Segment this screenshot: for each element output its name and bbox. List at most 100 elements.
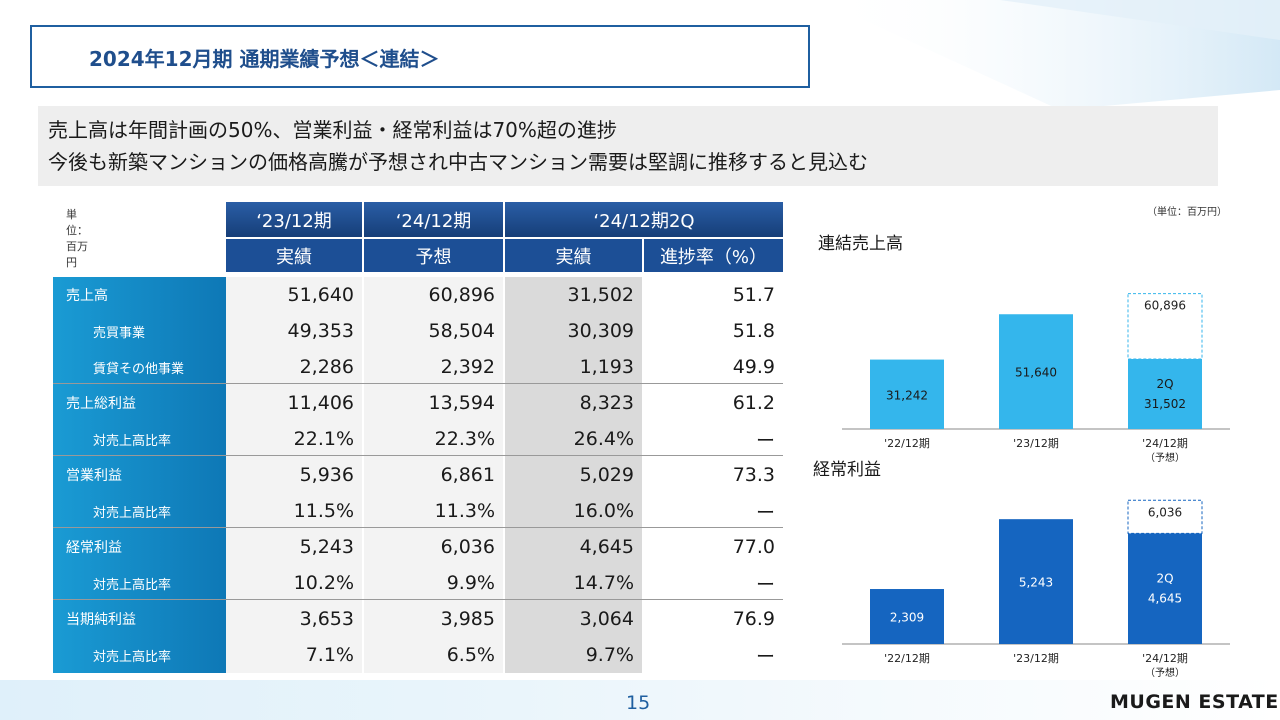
chart-title-ordinary-profit: 経常利益 (813, 460, 881, 480)
bar-value-label: 5,243 (1019, 576, 1053, 590)
row-label-net-income: 当期純利益 (53, 601, 226, 637)
header-period-24-2q: ‘24/12期2Q (505, 202, 783, 237)
cell: ー (644, 421, 783, 457)
category-note: （予想） (1145, 666, 1185, 679)
bar-value-label: 31,502 (1144, 397, 1186, 411)
row-label-ratio: 対売上高比率 (53, 637, 226, 673)
cell: 49.9 (644, 349, 783, 385)
row-divider (53, 527, 783, 528)
bar (999, 314, 1073, 429)
cell: 14.7% (505, 565, 642, 601)
row-label-operating-profit: 営業利益 (53, 457, 226, 493)
cell: 2,286 (226, 349, 362, 385)
cell: 60,896 (364, 277, 503, 313)
row-label-ratio: 対売上高比率 (53, 565, 226, 601)
cell: 61.2 (644, 385, 783, 421)
forecast-label: 6,036 (1148, 505, 1182, 519)
category-label: '23/12期 (1013, 437, 1059, 450)
forecast-outline (1127, 499, 1203, 534)
header-period-23: ‘23/12期 (226, 202, 362, 237)
row-label-sales: 売上高 (53, 277, 226, 313)
cell: 6.5% (364, 637, 503, 673)
cell: 7.1% (226, 637, 362, 673)
bar-period-label: 2Q (1156, 572, 1173, 586)
chart-unit: （単位：百万円） (1147, 207, 1227, 218)
cell: 13,594 (364, 385, 503, 421)
cell: 73.3 (644, 457, 783, 493)
header-period-24: ‘24/12期 (364, 202, 503, 237)
bar-value-label: 51,640 (1015, 366, 1057, 380)
row-label-rental: 賃貸その他事業 (53, 349, 226, 385)
cell: 11,406 (226, 385, 362, 421)
cell: ー (644, 493, 783, 529)
row-label-gross-profit: 売上総利益 (53, 385, 226, 421)
bar (999, 519, 1073, 644)
row-label-ratio: 対売上高比率 (53, 421, 226, 457)
bar (1128, 358, 1202, 429)
cell: 51.7 (644, 277, 783, 313)
summary-line-1: 売上高は年間計画の50%、営業利益・経常利益は70%超の進捗 (48, 118, 617, 142)
table-unit: 単位：百万円 (66, 208, 88, 269)
bar-value-label: 4,645 (1148, 592, 1182, 606)
cell: 5,243 (226, 529, 362, 565)
cell: 2,392 (364, 349, 503, 385)
forecast-outline (1127, 293, 1203, 360)
category-label: '22/12期 (884, 437, 930, 450)
slide-title-box: 2024年12月期 通期業績予想＜連結＞ (30, 25, 810, 88)
cell: 1,193 (505, 349, 642, 385)
subheader-forecast-24: 予想 (364, 239, 503, 272)
ordinary-profit-bar-chart: 2,309 '22/12期 5,243 '23/12期 6,036 2Q 4,645 '24/… (842, 499, 1230, 679)
cell: 49,353 (226, 313, 362, 349)
cell: 6,036 (364, 529, 503, 565)
bar (870, 359, 944, 429)
cell: 9.9% (364, 565, 503, 601)
cell: 31,502 (505, 277, 642, 313)
chart-title-sales: 連結売上高 (818, 234, 903, 254)
cell: 5,029 (505, 457, 642, 493)
row-label-trading: 売買事業 (53, 313, 226, 349)
row-divider (53, 455, 783, 456)
bar (870, 589, 944, 644)
row-label-ordinary-profit: 経常利益 (53, 529, 226, 565)
cell: 3,985 (364, 601, 503, 637)
cell: 8,323 (505, 385, 642, 421)
cell: 51,640 (226, 277, 362, 313)
cell: 30,309 (505, 313, 642, 349)
forecast-label: 60,896 (1144, 299, 1186, 313)
cell: 58,504 (364, 313, 503, 349)
category-label: '22/12期 (884, 652, 930, 665)
row-divider (53, 383, 783, 384)
summary-box: 売上高は年間計画の50%、営業利益・経常利益は70%超の進捗 今後も新築マンショ… (38, 106, 1218, 186)
slide-title: 2024年12月期 通期業績予想＜連結＞ (89, 47, 440, 71)
cell: 5,936 (226, 457, 362, 493)
cell: ー (644, 637, 783, 673)
category-label: '23/12期 (1013, 652, 1059, 665)
cell: 11.3% (364, 493, 503, 529)
cell: 3,653 (226, 601, 362, 637)
cell: 9.7% (505, 637, 642, 673)
category-label: '24/12期 (1142, 437, 1188, 450)
cell: 22.3% (364, 421, 503, 457)
cell: 22.1% (226, 421, 362, 457)
row-divider (53, 599, 783, 600)
summary-line-2: 今後も新築マンションの価格高騰が予想され中古マンション需要は堅調に推移すると見込… (48, 150, 868, 174)
cell: 11.5% (226, 493, 362, 529)
sales-bar-chart: 31,242 '22/12期 51,640 '23/12期 60,896 2Q 31,502… (842, 293, 1230, 464)
bar-value-label: 2,309 (890, 611, 924, 625)
cell: 3,064 (505, 601, 642, 637)
bar-value-label: 31,242 (886, 388, 928, 402)
subheader-progress: 進捗率（%） (644, 239, 783, 272)
cell: 76.9 (644, 601, 783, 637)
bar-period-label: 2Q (1156, 377, 1173, 391)
page-number: 15 (626, 692, 651, 714)
cell: 77.0 (644, 529, 783, 565)
bar (1128, 533, 1202, 644)
cell: 51.8 (644, 313, 783, 349)
cell: 10.2% (226, 565, 362, 601)
cell: 6,861 (364, 457, 503, 493)
category-label: '24/12期 (1142, 652, 1188, 665)
category-note: （予想） (1145, 451, 1185, 464)
cell: 4,645 (505, 529, 642, 565)
subheader-actual-2q: 実績 (505, 239, 642, 272)
footer-band (0, 680, 1280, 720)
